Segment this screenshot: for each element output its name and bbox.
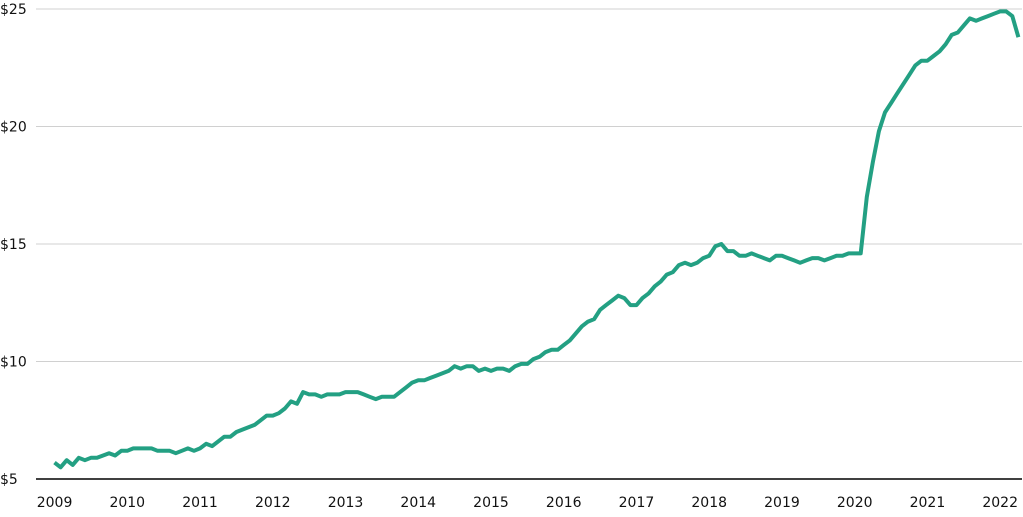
x-tick-label: 2016 (546, 495, 582, 511)
x-tick-label: 2019 (764, 495, 800, 511)
x-tick-label: 2018 (691, 495, 727, 511)
x-tick-label: 2014 (400, 495, 436, 511)
x-tick-label: 2017 (619, 495, 655, 511)
y-tick-label: $10 (0, 355, 27, 371)
x-tick-label: 2020 (837, 495, 873, 511)
x-tick-label: 2012 (255, 495, 291, 511)
x-tick-label: 2022 (982, 495, 1018, 511)
y-tick-label: $20 (0, 120, 27, 136)
y-tick-label: $5 (0, 472, 18, 488)
x-tick-label: 2015 (473, 495, 509, 511)
x-tick-label: 2021 (910, 495, 946, 511)
y-tick-label: $25 (0, 2, 27, 18)
y-tick-label: $15 (0, 237, 27, 253)
x-tick-label: 2011 (182, 495, 218, 511)
line (53, 9, 1021, 470)
x-tick-label: 2009 (37, 495, 73, 511)
x-tick-label: 2010 (109, 495, 145, 511)
x-tick-label: 2013 (328, 495, 364, 511)
